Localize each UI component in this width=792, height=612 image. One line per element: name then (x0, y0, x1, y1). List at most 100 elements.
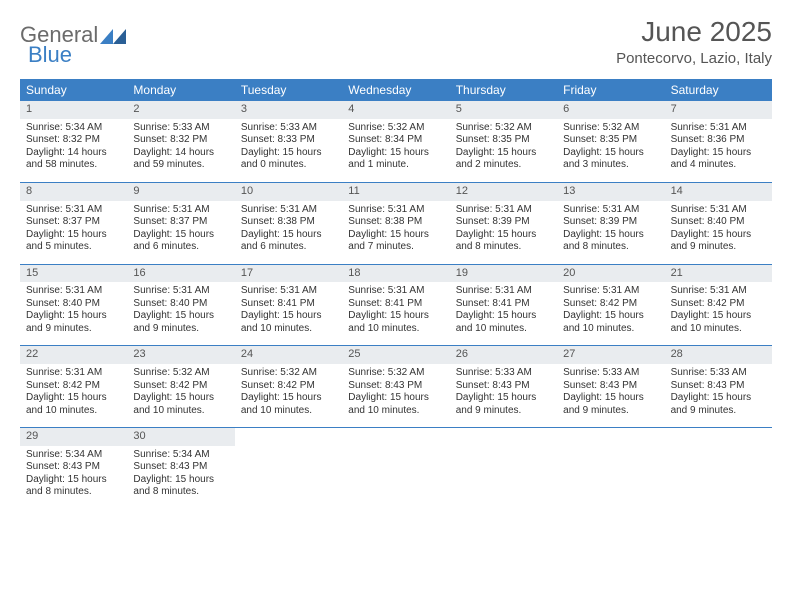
day-number: 10 (235, 183, 342, 201)
day-detail-line: Sunrise: 5:31 AM (348, 204, 443, 217)
day-detail-line: and 10 minutes. (241, 323, 336, 336)
day-details: Sunrise: 5:32 AMSunset: 8:42 PMDaylight:… (235, 364, 342, 423)
day-detail-line: Daylight: 15 hours (241, 229, 336, 242)
week-row: 29Sunrise: 5:34 AMSunset: 8:43 PMDayligh… (20, 427, 772, 505)
day-detail-line: Sunrise: 5:31 AM (563, 285, 658, 298)
day-number: 9 (127, 183, 234, 201)
calendar-cell: 21Sunrise: 5:31 AMSunset: 8:42 PMDayligh… (665, 265, 772, 342)
day-detail-line: Daylight: 15 hours (456, 229, 551, 242)
day-detail-line: Sunset: 8:41 PM (348, 298, 443, 311)
day-number: 12 (450, 183, 557, 201)
calendar-cell: 14Sunrise: 5:31 AMSunset: 8:40 PMDayligh… (665, 183, 772, 260)
day-number: 17 (235, 265, 342, 283)
day-number: 7 (665, 101, 772, 119)
day-number: 29 (20, 428, 127, 446)
day-detail-line: Daylight: 15 hours (26, 310, 121, 323)
day-detail-line: and 9 minutes. (563, 405, 658, 418)
day-detail-line: and 10 minutes. (563, 323, 658, 336)
day-detail-line: Sunset: 8:43 PM (563, 380, 658, 393)
day-detail-line: and 9 minutes. (456, 405, 551, 418)
day-detail-line: Sunset: 8:32 PM (26, 134, 121, 147)
day-detail-line: and 9 minutes. (133, 323, 228, 336)
day-detail-line: Sunset: 8:32 PM (133, 134, 228, 147)
calendar-cell: 15Sunrise: 5:31 AMSunset: 8:40 PMDayligh… (20, 265, 127, 342)
day-number: 24 (235, 346, 342, 364)
day-number: 28 (665, 346, 772, 364)
day-number: 23 (127, 346, 234, 364)
calendar-cell: 28Sunrise: 5:33 AMSunset: 8:43 PMDayligh… (665, 346, 772, 423)
day-detail-line: Sunset: 8:42 PM (241, 380, 336, 393)
day-detail-line: and 10 minutes. (671, 323, 766, 336)
calendar-cell: 27Sunrise: 5:33 AMSunset: 8:43 PMDayligh… (557, 346, 664, 423)
calendar-cell: 7Sunrise: 5:31 AMSunset: 8:36 PMDaylight… (665, 101, 772, 178)
day-number: 26 (450, 346, 557, 364)
day-details: Sunrise: 5:31 AMSunset: 8:37 PMDaylight:… (127, 201, 234, 260)
day-number: 19 (450, 265, 557, 283)
day-details: Sunrise: 5:34 AMSunset: 8:32 PMDaylight:… (20, 119, 127, 178)
day-details: Sunrise: 5:33 AMSunset: 8:43 PMDaylight:… (665, 364, 772, 423)
day-detail-line: and 1 minute. (348, 159, 443, 172)
day-detail-line: Sunset: 8:38 PM (348, 216, 443, 229)
day-detail-line: Sunrise: 5:33 AM (133, 122, 228, 135)
day-details: Sunrise: 5:32 AMSunset: 8:34 PMDaylight:… (342, 119, 449, 178)
day-details: Sunrise: 5:31 AMSunset: 8:42 PMDaylight:… (557, 282, 664, 341)
day-detail-line: Daylight: 15 hours (348, 147, 443, 160)
day-detail-line: Daylight: 15 hours (133, 392, 228, 405)
day-details: Sunrise: 5:31 AMSunset: 8:40 PMDaylight:… (127, 282, 234, 341)
day-detail-line: Sunrise: 5:31 AM (671, 204, 766, 217)
day-detail-line: Sunset: 8:40 PM (133, 298, 228, 311)
day-detail-line: Daylight: 15 hours (133, 229, 228, 242)
day-details: Sunrise: 5:33 AMSunset: 8:43 PMDaylight:… (557, 364, 664, 423)
day-detail-line: Daylight: 15 hours (456, 310, 551, 323)
calendar-cell: 2Sunrise: 5:33 AMSunset: 8:32 PMDaylight… (127, 101, 234, 178)
day-detail-line: Sunrise: 5:32 AM (563, 122, 658, 135)
day-detail-line: Daylight: 15 hours (348, 229, 443, 242)
day-number: 5 (450, 101, 557, 119)
day-detail-line: Daylight: 15 hours (563, 229, 658, 242)
day-details: Sunrise: 5:32 AMSunset: 8:42 PMDaylight:… (127, 364, 234, 423)
day-detail-line: Daylight: 14 hours (133, 147, 228, 160)
day-detail-line: Sunrise: 5:33 AM (241, 122, 336, 135)
day-details: Sunrise: 5:34 AMSunset: 8:43 PMDaylight:… (127, 446, 234, 505)
header: General June 2025 Pontecorvo, Lazio, Ita… (20, 16, 772, 67)
day-detail-line: Daylight: 15 hours (241, 310, 336, 323)
calendar-cell: 11Sunrise: 5:31 AMSunset: 8:38 PMDayligh… (342, 183, 449, 260)
day-detail-line: and 3 minutes. (563, 159, 658, 172)
calendar-cell: 18Sunrise: 5:31 AMSunset: 8:41 PMDayligh… (342, 265, 449, 342)
day-label-thu: Thursday (450, 79, 557, 101)
day-detail-line: Daylight: 15 hours (241, 392, 336, 405)
calendar-cell: 9Sunrise: 5:31 AMSunset: 8:37 PMDaylight… (127, 183, 234, 260)
day-number: 27 (557, 346, 664, 364)
day-number: 16 (127, 265, 234, 283)
calendar-cell: 26Sunrise: 5:33 AMSunset: 8:43 PMDayligh… (450, 346, 557, 423)
day-detail-line: and 5 minutes. (26, 241, 121, 254)
day-detail-line: Daylight: 15 hours (133, 310, 228, 323)
calendar-cell: 8Sunrise: 5:31 AMSunset: 8:37 PMDaylight… (20, 183, 127, 260)
day-label-mon: Monday (127, 79, 234, 101)
day-number: 21 (665, 265, 772, 283)
day-detail-line: and 6 minutes. (133, 241, 228, 254)
calendar-cell: 1Sunrise: 5:34 AMSunset: 8:32 PMDaylight… (20, 101, 127, 178)
day-number: 30 (127, 428, 234, 446)
calendar-cell: 6Sunrise: 5:32 AMSunset: 8:35 PMDaylight… (557, 101, 664, 178)
day-detail-line: Sunrise: 5:31 AM (456, 204, 551, 217)
day-detail-line: Sunset: 8:42 PM (671, 298, 766, 311)
day-number: 18 (342, 265, 449, 283)
day-detail-line: Sunset: 8:40 PM (671, 216, 766, 229)
calendar: Sunday Monday Tuesday Wednesday Thursday… (20, 79, 772, 505)
calendar-cell: 4Sunrise: 5:32 AMSunset: 8:34 PMDaylight… (342, 101, 449, 178)
day-detail-line: and 59 minutes. (133, 159, 228, 172)
day-detail-line: Sunrise: 5:31 AM (26, 285, 121, 298)
day-detail-line: and 8 minutes. (456, 241, 551, 254)
title-block: June 2025 Pontecorvo, Lazio, Italy (616, 16, 772, 67)
day-number: 1 (20, 101, 127, 119)
day-detail-line: Sunrise: 5:32 AM (241, 367, 336, 380)
day-detail-line: and 2 minutes. (456, 159, 551, 172)
day-detail-line: Daylight: 15 hours (563, 147, 658, 160)
day-detail-line: Daylight: 15 hours (671, 147, 766, 160)
day-detail-line: Sunrise: 5:31 AM (456, 285, 551, 298)
day-detail-line: and 9 minutes. (26, 323, 121, 336)
day-detail-line: Daylight: 15 hours (456, 147, 551, 160)
day-detail-line: Daylight: 15 hours (563, 392, 658, 405)
day-detail-line: Daylight: 15 hours (133, 474, 228, 487)
